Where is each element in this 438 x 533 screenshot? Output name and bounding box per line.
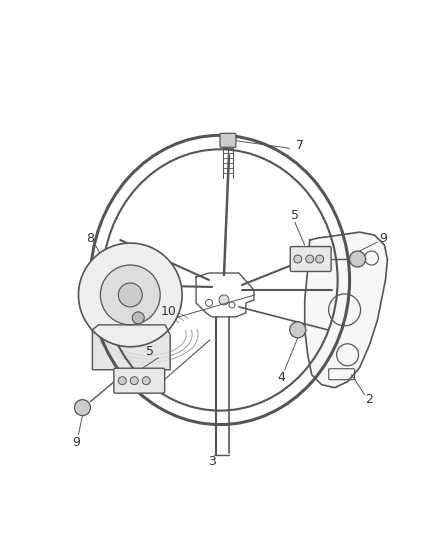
Circle shape	[130, 377, 138, 385]
Circle shape	[306, 255, 314, 263]
Text: 5: 5	[291, 208, 299, 222]
FancyBboxPatch shape	[290, 247, 331, 271]
Circle shape	[118, 377, 126, 385]
Text: 4: 4	[278, 371, 286, 384]
Circle shape	[294, 255, 302, 263]
Text: 10: 10	[160, 305, 176, 318]
Circle shape	[316, 255, 324, 263]
Circle shape	[142, 377, 150, 385]
Text: 8: 8	[86, 231, 95, 245]
Circle shape	[350, 251, 366, 267]
Circle shape	[74, 400, 90, 416]
Polygon shape	[92, 325, 170, 370]
Text: 3: 3	[208, 455, 216, 468]
Circle shape	[100, 265, 160, 325]
FancyBboxPatch shape	[220, 133, 236, 147]
FancyBboxPatch shape	[114, 368, 165, 393]
Text: 5: 5	[146, 345, 154, 358]
Polygon shape	[305, 232, 388, 387]
Text: 9: 9	[73, 436, 81, 449]
Text: 7: 7	[296, 139, 304, 152]
Circle shape	[118, 283, 142, 307]
Circle shape	[132, 312, 144, 324]
Circle shape	[290, 322, 306, 338]
Circle shape	[219, 295, 229, 305]
Text: 9: 9	[380, 231, 388, 245]
Text: 2: 2	[366, 393, 374, 406]
Circle shape	[78, 243, 182, 347]
